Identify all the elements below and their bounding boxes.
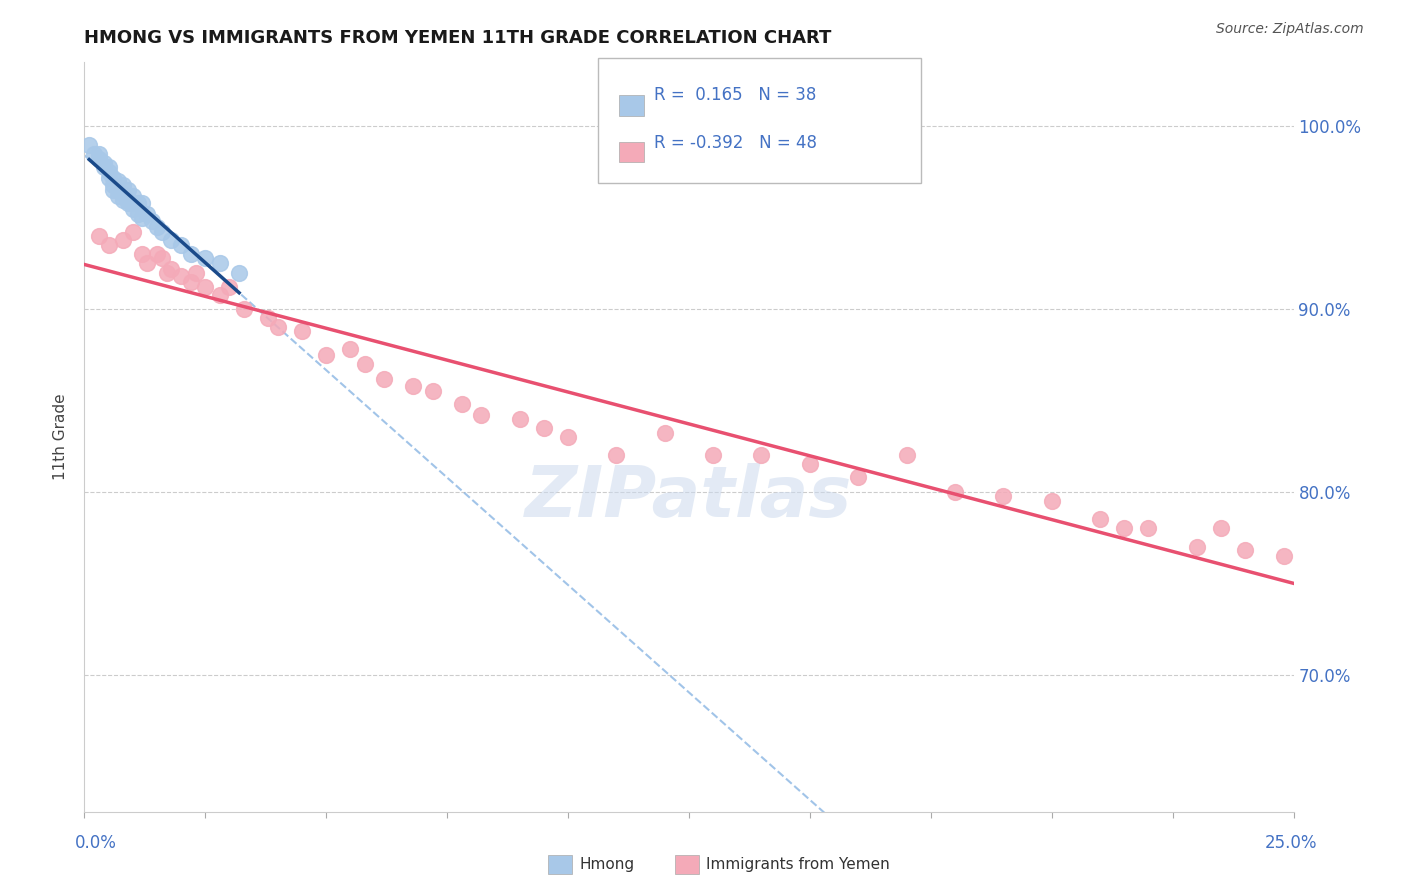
Point — [136, 207, 159, 221]
Point — [194, 251, 217, 265]
Point — [1137, 521, 1160, 535]
Point — [1272, 549, 1295, 563]
Point — [131, 247, 153, 261]
Point — [107, 174, 129, 188]
Point — [1114, 521, 1136, 535]
Point — [799, 458, 821, 472]
Point — [315, 348, 337, 362]
Point — [533, 421, 555, 435]
Text: HMONG VS IMMIGRANTS FROM YEMEN 11TH GRADE CORRELATION CHART: HMONG VS IMMIGRANTS FROM YEMEN 11TH GRAD… — [84, 29, 832, 47]
Point — [155, 266, 177, 280]
Point — [107, 189, 129, 203]
Point — [136, 256, 159, 270]
Point — [131, 196, 153, 211]
Point — [267, 320, 290, 334]
Point — [557, 430, 579, 444]
Point — [509, 412, 531, 426]
Point — [121, 189, 143, 203]
Point — [97, 170, 120, 185]
Point — [218, 280, 240, 294]
Point — [117, 193, 139, 207]
Point — [943, 484, 966, 499]
Point — [117, 196, 139, 211]
Point — [896, 448, 918, 462]
Point — [422, 384, 444, 399]
Point — [121, 202, 143, 216]
Point — [257, 311, 280, 326]
Y-axis label: 11th Grade: 11th Grade — [53, 393, 69, 481]
Point — [112, 187, 135, 202]
Text: R =  0.165   N = 38: R = 0.165 N = 38 — [654, 86, 815, 103]
Point — [170, 269, 193, 284]
Point — [107, 183, 129, 197]
Point — [160, 262, 183, 277]
Point — [117, 183, 139, 197]
Point — [150, 251, 173, 265]
Point — [605, 448, 627, 462]
Point — [127, 196, 149, 211]
Point — [194, 280, 217, 294]
Point — [208, 256, 231, 270]
Point — [180, 247, 202, 261]
Point — [654, 426, 676, 441]
Point — [97, 238, 120, 252]
Text: ZIPatlas: ZIPatlas — [526, 463, 852, 532]
Point — [184, 266, 207, 280]
Point — [87, 153, 110, 167]
Point — [1088, 512, 1111, 526]
Point — [103, 183, 125, 197]
Point — [87, 229, 110, 244]
Point — [1234, 543, 1257, 558]
Point — [150, 226, 173, 240]
Point — [450, 397, 472, 411]
Point — [846, 470, 869, 484]
Point — [170, 238, 193, 252]
Point — [112, 178, 135, 192]
Point — [402, 379, 425, 393]
Point — [233, 302, 256, 317]
Point — [1040, 494, 1063, 508]
Point — [291, 324, 314, 338]
Point — [83, 146, 105, 161]
Point — [751, 448, 773, 462]
Point — [354, 357, 377, 371]
Point — [141, 214, 163, 228]
Text: 0.0%: 0.0% — [75, 834, 117, 852]
Point — [1185, 540, 1208, 554]
Point — [103, 178, 125, 192]
Point — [97, 160, 120, 174]
Point — [97, 165, 120, 179]
Point — [993, 489, 1015, 503]
Point — [339, 343, 361, 357]
Point — [112, 233, 135, 247]
Point — [121, 196, 143, 211]
Point — [112, 193, 135, 207]
Point — [470, 408, 492, 422]
Point — [93, 160, 115, 174]
Point — [87, 146, 110, 161]
Point — [1209, 521, 1232, 535]
Point — [146, 219, 169, 234]
Point — [208, 287, 231, 301]
Text: Hmong: Hmong — [579, 857, 634, 871]
Text: Immigrants from Yemen: Immigrants from Yemen — [706, 857, 890, 871]
Text: R = -0.392   N = 48: R = -0.392 N = 48 — [654, 134, 817, 152]
Point — [127, 207, 149, 221]
Point — [103, 170, 125, 185]
Point — [77, 137, 100, 152]
Point — [180, 275, 202, 289]
Point — [131, 211, 153, 225]
Point — [373, 371, 395, 385]
Point — [121, 226, 143, 240]
Point — [146, 247, 169, 261]
Text: 25.0%: 25.0% — [1264, 834, 1317, 852]
Point — [160, 233, 183, 247]
Text: Source: ZipAtlas.com: Source: ZipAtlas.com — [1216, 22, 1364, 37]
Point — [702, 448, 724, 462]
Point — [228, 266, 250, 280]
Point — [93, 156, 115, 170]
